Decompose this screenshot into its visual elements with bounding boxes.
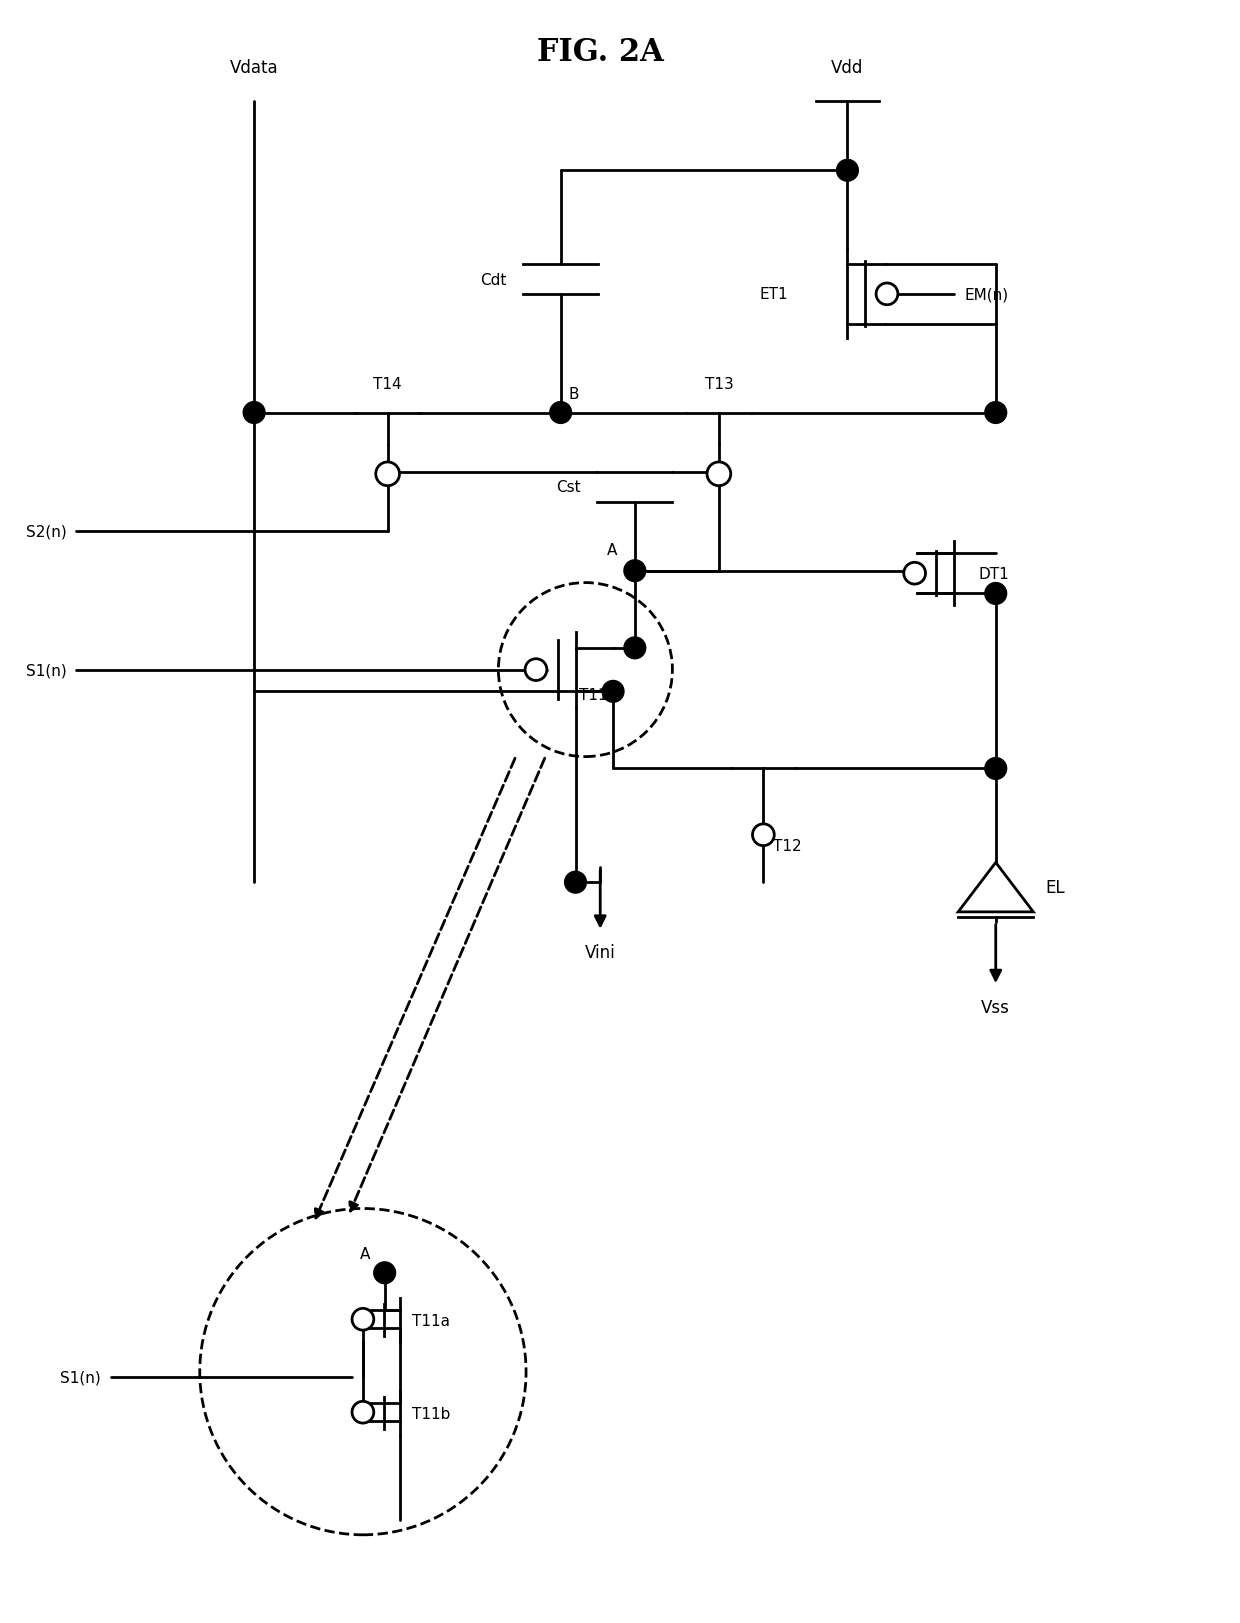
Text: Vss: Vss xyxy=(981,998,1011,1016)
Text: S1(n): S1(n) xyxy=(60,1370,100,1384)
Circle shape xyxy=(985,403,1007,424)
Circle shape xyxy=(707,463,730,487)
Text: Cst: Cst xyxy=(556,480,580,495)
Text: FIG. 2A: FIG. 2A xyxy=(537,37,663,68)
Text: T11a: T11a xyxy=(413,1313,450,1328)
Circle shape xyxy=(753,824,774,846)
Text: B: B xyxy=(569,386,579,401)
Circle shape xyxy=(603,682,624,703)
Text: Vini: Vini xyxy=(585,945,615,962)
Circle shape xyxy=(549,403,572,424)
Text: EM(n): EM(n) xyxy=(965,287,1008,302)
Circle shape xyxy=(352,1308,373,1331)
Text: Vdata: Vdata xyxy=(229,60,279,78)
Circle shape xyxy=(985,583,1007,605)
Text: T13: T13 xyxy=(704,377,733,391)
Text: Cdt: Cdt xyxy=(480,273,506,287)
Text: T14: T14 xyxy=(373,377,402,391)
Text: S2(n): S2(n) xyxy=(26,524,66,539)
Circle shape xyxy=(376,463,399,487)
Text: A: A xyxy=(360,1246,370,1261)
Text: T11b: T11b xyxy=(413,1406,450,1420)
Text: DT1: DT1 xyxy=(978,566,1009,581)
Circle shape xyxy=(904,563,925,584)
Circle shape xyxy=(877,284,898,305)
Circle shape xyxy=(373,1263,396,1284)
Text: T12: T12 xyxy=(774,837,802,854)
Text: S1(n): S1(n) xyxy=(26,662,66,678)
Circle shape xyxy=(564,872,587,894)
Text: Vdd: Vdd xyxy=(831,60,863,78)
Text: EL: EL xyxy=(1045,878,1065,896)
Circle shape xyxy=(837,161,858,182)
Circle shape xyxy=(352,1401,373,1423)
Text: T11: T11 xyxy=(579,688,608,703)
Circle shape xyxy=(243,403,265,424)
Circle shape xyxy=(525,659,547,682)
Circle shape xyxy=(624,638,646,659)
Text: A: A xyxy=(606,542,618,558)
Circle shape xyxy=(624,560,646,583)
Text: ET1: ET1 xyxy=(759,287,789,302)
Circle shape xyxy=(985,758,1007,781)
